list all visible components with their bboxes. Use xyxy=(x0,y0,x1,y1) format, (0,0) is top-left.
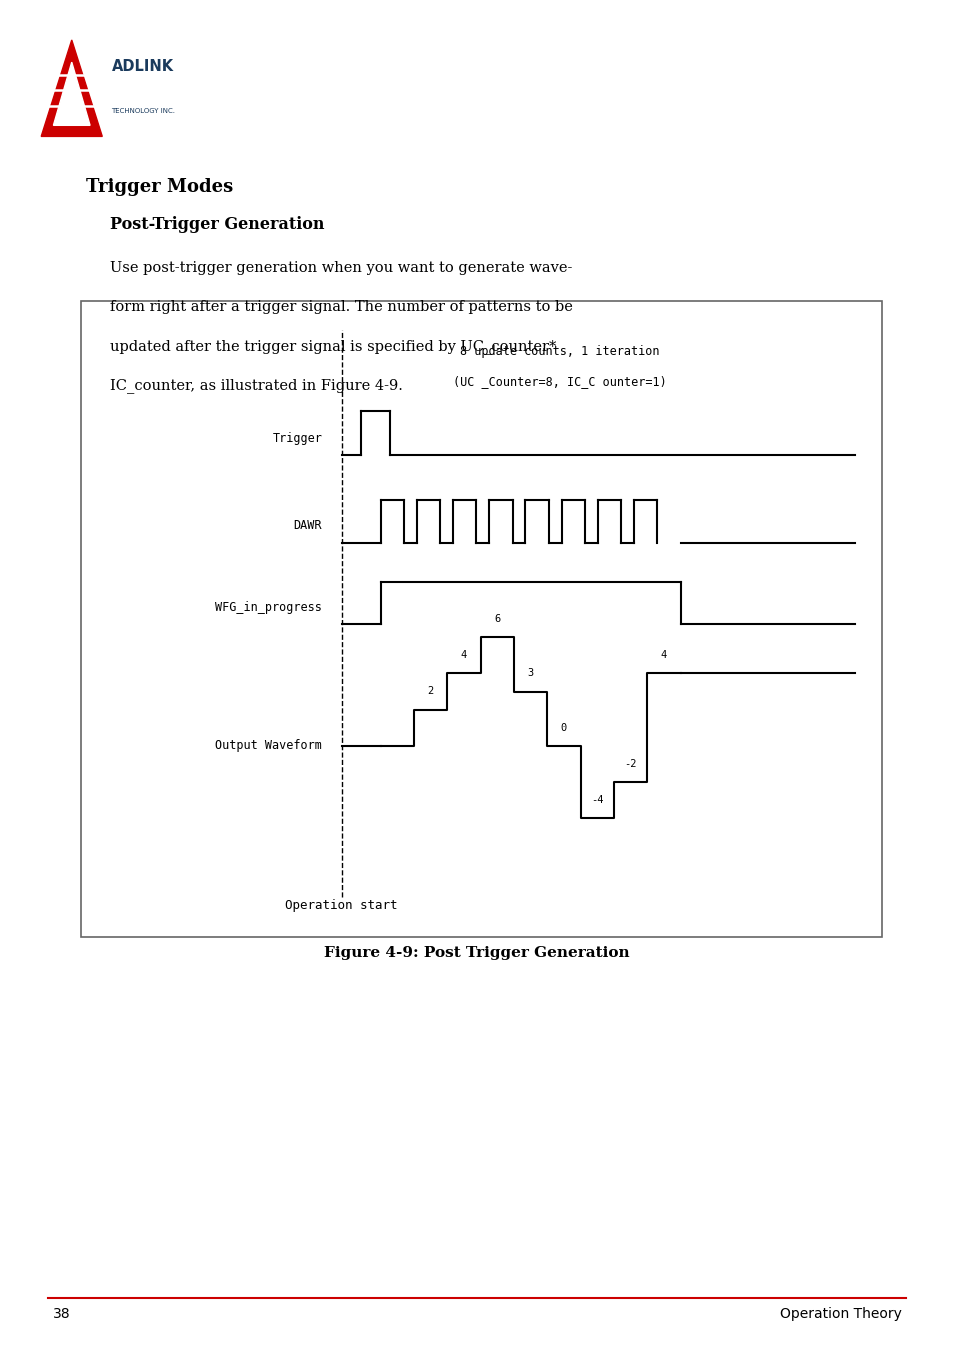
Text: -2: -2 xyxy=(624,758,637,769)
Text: Trigger: Trigger xyxy=(272,431,322,445)
Text: 4: 4 xyxy=(460,650,467,660)
Text: 8 update counts, 1 iteration: 8 update counts, 1 iteration xyxy=(459,345,659,358)
Text: -4: -4 xyxy=(591,795,603,804)
FancyBboxPatch shape xyxy=(81,301,882,937)
Text: updated after the trigger signal is specified by UC_counter*: updated after the trigger signal is spec… xyxy=(110,339,556,354)
Text: Trigger Modes: Trigger Modes xyxy=(86,178,233,196)
Text: ADLINK: ADLINK xyxy=(112,59,173,74)
Text: Post-Trigger Generation: Post-Trigger Generation xyxy=(110,216,324,234)
Text: form right after a trigger signal. The number of patterns to be: form right after a trigger signal. The n… xyxy=(110,300,572,314)
Text: 0: 0 xyxy=(560,722,566,733)
Text: DAWR: DAWR xyxy=(294,519,322,533)
Text: Operation start: Operation start xyxy=(285,899,397,911)
Text: TECHNOLOGY INC.: TECHNOLOGY INC. xyxy=(112,108,175,114)
Text: Figure 4-9: Post Trigger Generation: Figure 4-9: Post Trigger Generation xyxy=(324,946,629,960)
Text: Operation Theory: Operation Theory xyxy=(779,1307,901,1321)
Text: Use post-trigger generation when you want to generate wave-: Use post-trigger generation when you wan… xyxy=(110,261,572,274)
Text: IC_counter, as illustrated in Figure 4-9.: IC_counter, as illustrated in Figure 4-9… xyxy=(110,379,402,393)
Polygon shape xyxy=(53,62,90,126)
Polygon shape xyxy=(41,41,102,137)
Text: 2: 2 xyxy=(427,687,434,696)
Text: (UC _Counter=8, IC_C ounter=1): (UC _Counter=8, IC_C ounter=1) xyxy=(453,375,666,388)
Text: Output Waveform: Output Waveform xyxy=(215,740,322,752)
Text: 6: 6 xyxy=(494,614,500,625)
Text: 4: 4 xyxy=(660,650,666,660)
Text: 38: 38 xyxy=(52,1307,70,1321)
Text: 3: 3 xyxy=(527,668,533,679)
Text: WFG_in_progress: WFG_in_progress xyxy=(215,600,322,614)
